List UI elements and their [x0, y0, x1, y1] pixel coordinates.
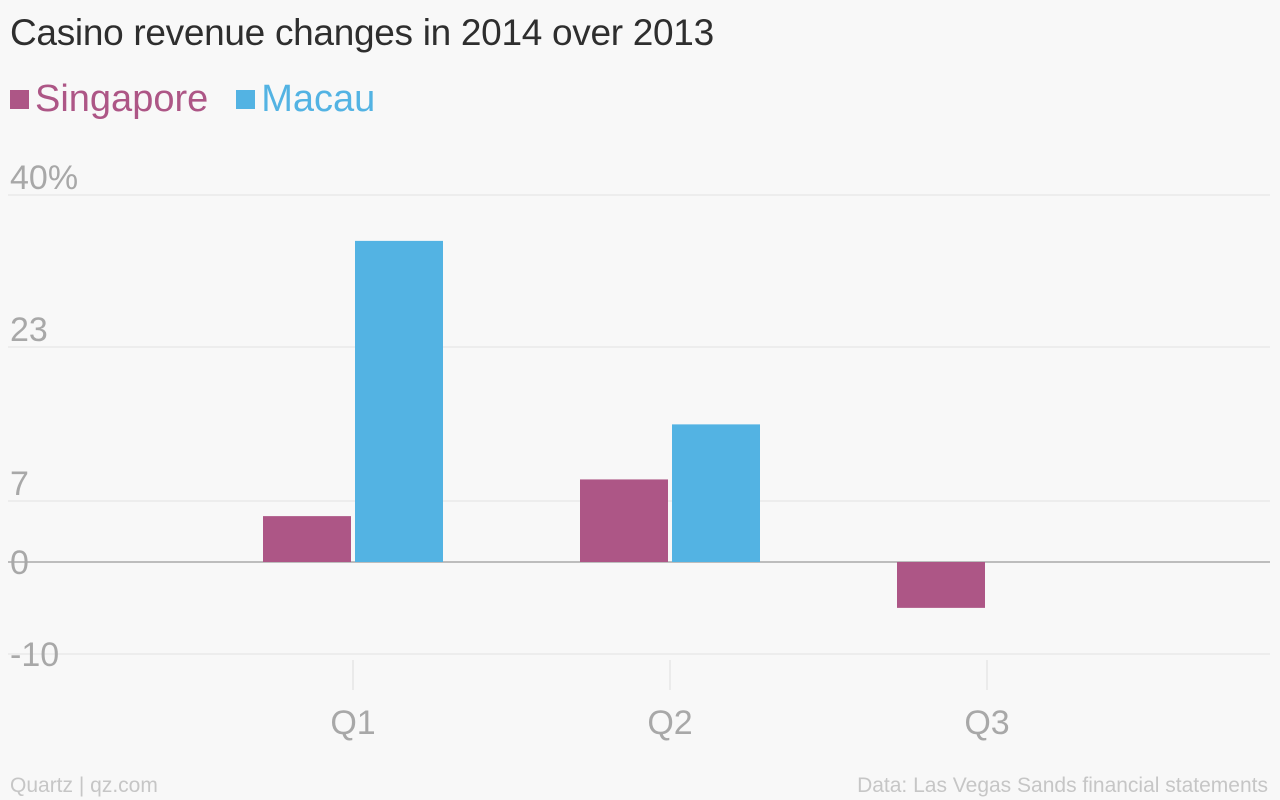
y-tick-label: 40%	[10, 159, 78, 197]
y-tick-label: -10	[10, 636, 59, 674]
x-tick-label: Q1	[330, 704, 375, 742]
legend-swatch-singapore	[10, 89, 29, 109]
bar-singapore-q2	[580, 479, 668, 562]
chart-title: Casino revenue changes in 2014 over 2013	[10, 12, 714, 53]
x-tick-label: Q2	[647, 704, 692, 742]
footer-source: Data: Las Vegas Sands financial statemen…	[857, 774, 1268, 797]
y-tick-label: 0	[10, 544, 29, 582]
y-tick-label: 23	[10, 311, 48, 349]
footer-credit: Quartz | qz.com	[10, 774, 158, 797]
legend-label-macau: Macau	[261, 78, 376, 120]
legend-item-macau: Macau	[236, 76, 375, 122]
legend-item-singapore: Singapore	[10, 76, 208, 122]
legend-swatch-macau	[236, 89, 256, 109]
bar-singapore-q1	[263, 516, 351, 562]
legend-label-singapore: Singapore	[35, 78, 209, 120]
x-tick-label: Q3	[964, 704, 1009, 742]
bar-macau-q1	[355, 240, 443, 562]
bar-singapore-q3	[897, 562, 985, 608]
chart-legend: Singapore Macau	[10, 76, 403, 122]
y-tick-label: 7	[10, 465, 29, 503]
bar-macau-q2	[672, 424, 760, 562]
